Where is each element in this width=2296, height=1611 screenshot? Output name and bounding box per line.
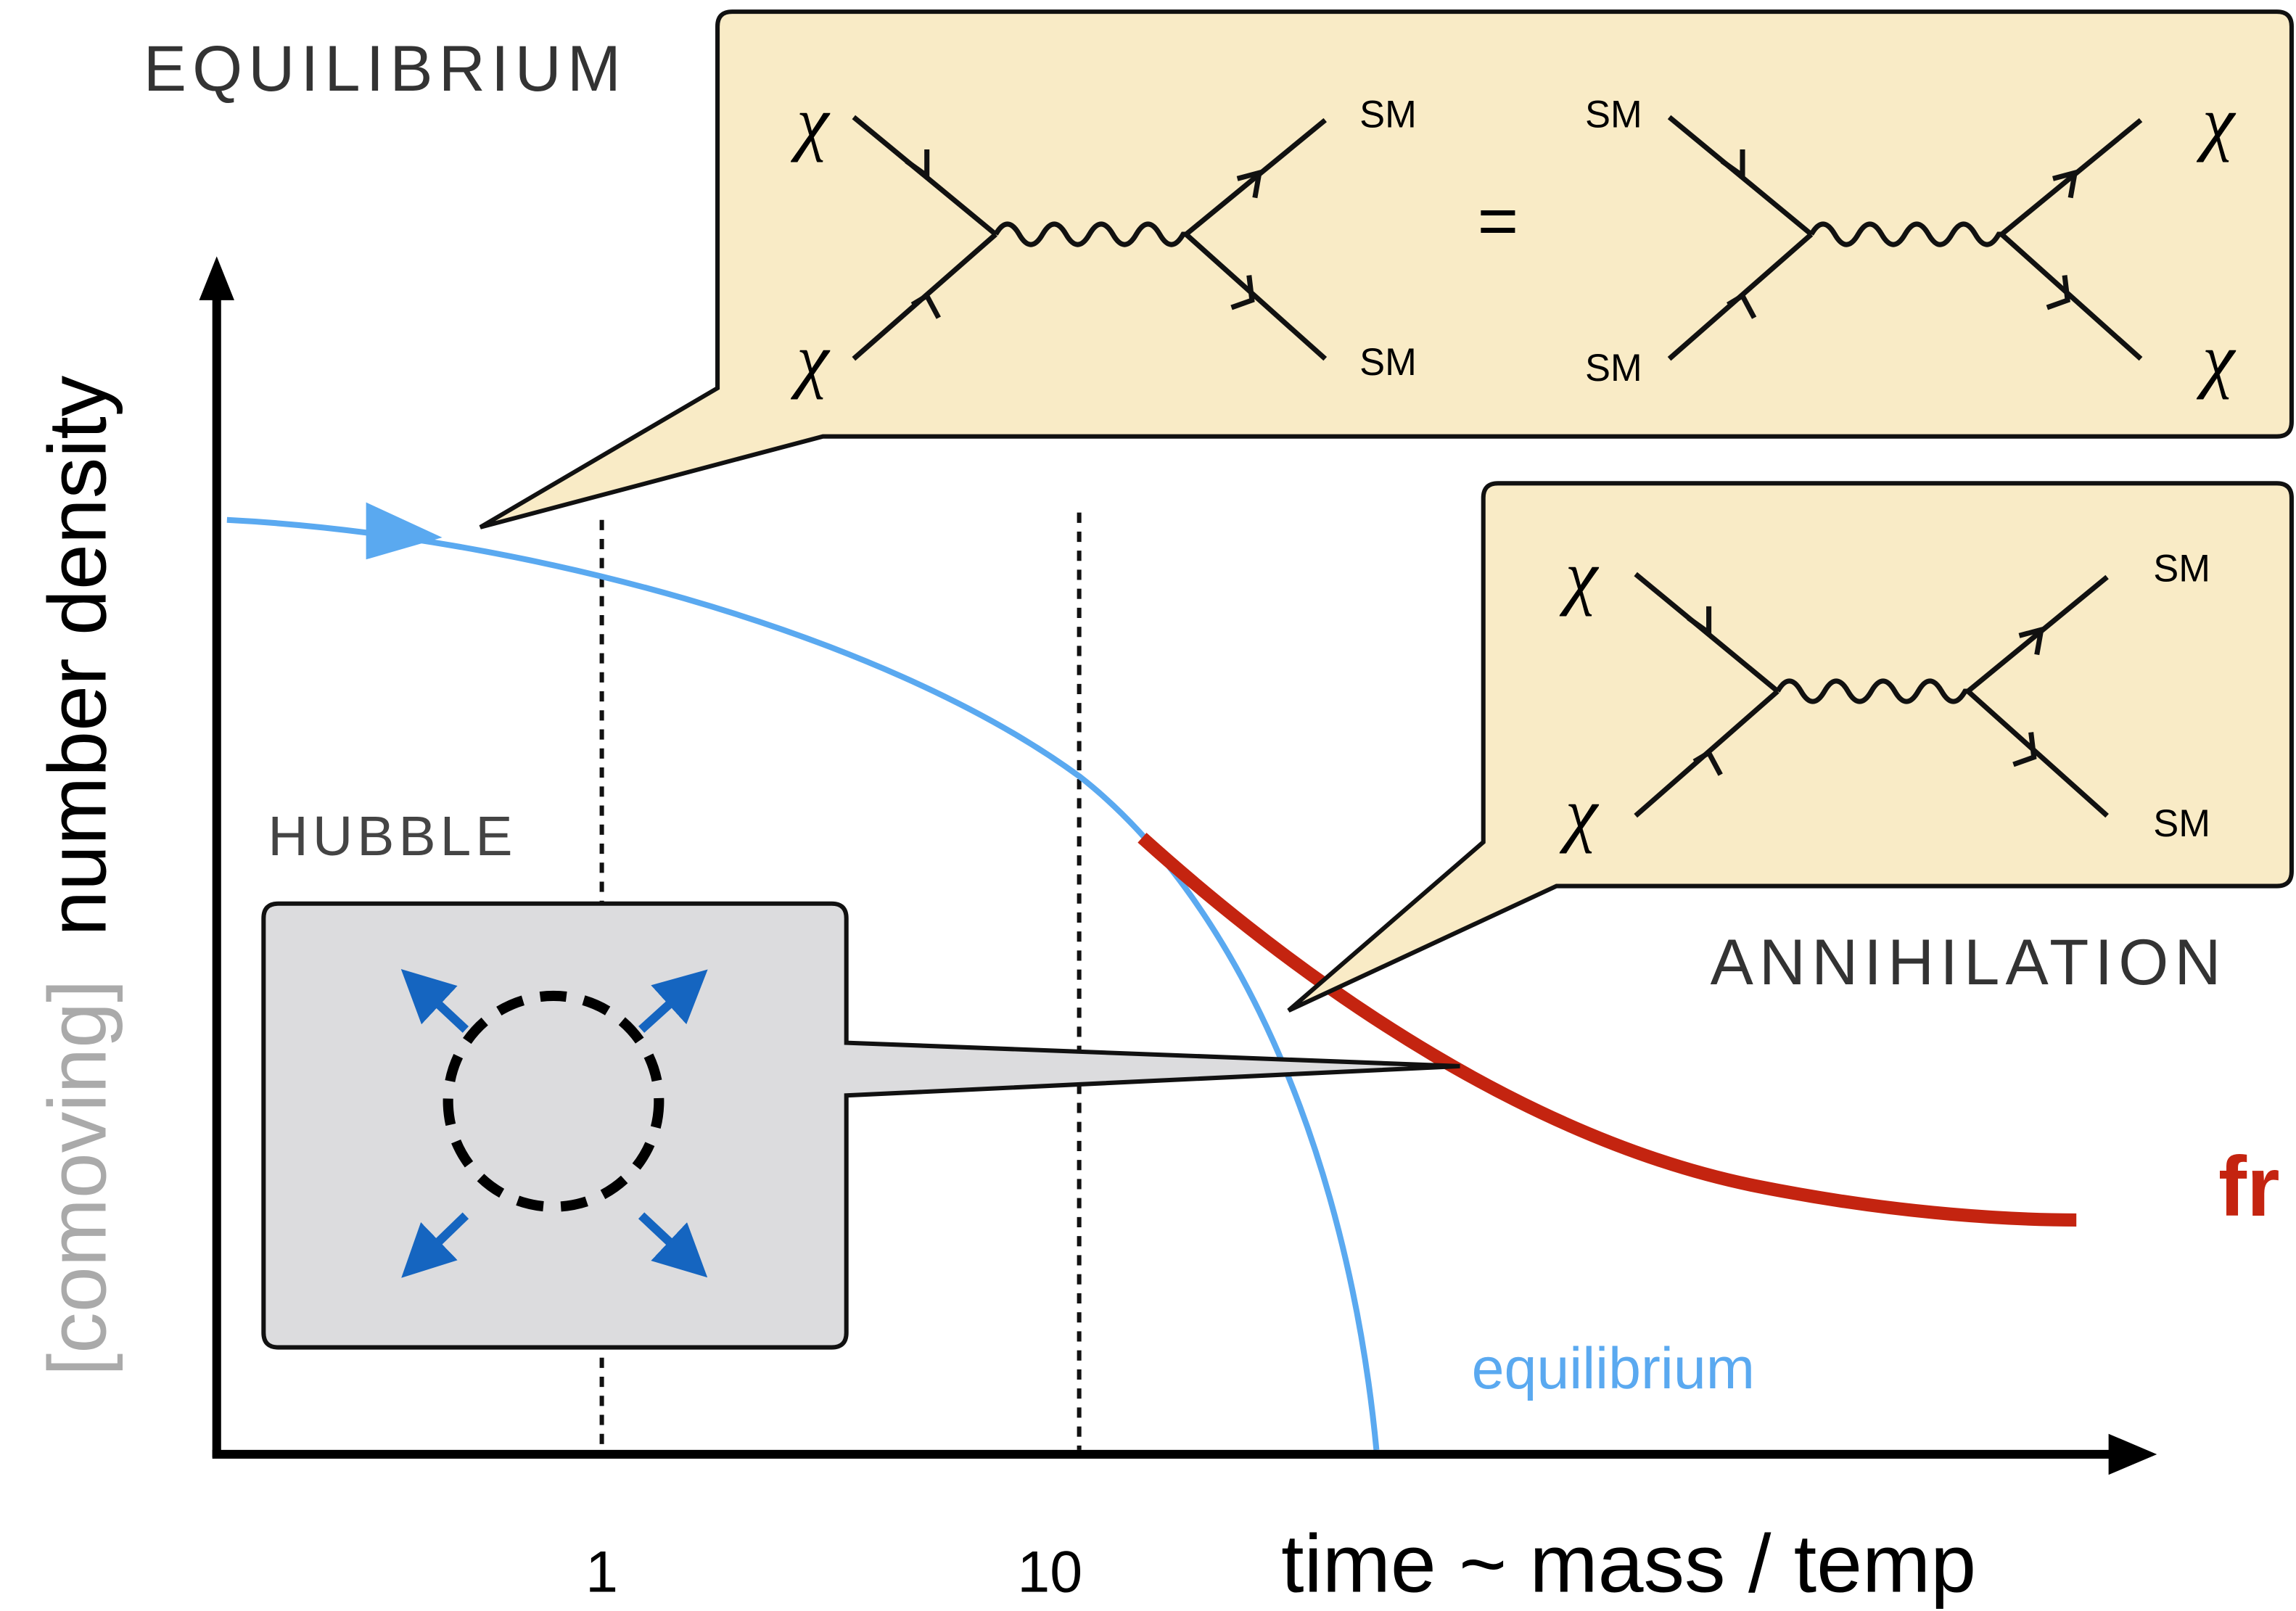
hubble-bubble bbox=[263, 904, 1460, 1348]
equals-sign: = bbox=[1478, 181, 1519, 260]
x-tick-label: 1 bbox=[585, 1540, 618, 1605]
x-axis-arrow bbox=[2109, 1434, 2157, 1475]
sm-label: SM bbox=[2153, 548, 2210, 590]
y-axis-label-main: number density bbox=[31, 375, 123, 936]
equilibrium-bubble bbox=[480, 12, 2292, 527]
x-axis-label: time ~ mass / temp bbox=[1281, 1518, 1976, 1610]
particle-label: χ bbox=[2196, 81, 2237, 162]
particle-label: χ bbox=[1559, 535, 1600, 617]
phase-label: EQUILIBRIUM bbox=[144, 33, 627, 104]
curve-arrow bbox=[366, 503, 443, 560]
x-tick-label: 10 bbox=[1017, 1540, 1082, 1605]
phase-label: HUBBLE bbox=[268, 806, 517, 868]
y-axis-label-prefix: [comoving] bbox=[31, 979, 123, 1376]
y-axis-arrow bbox=[199, 256, 234, 300]
particle-label: χ bbox=[790, 81, 831, 162]
y-axis-label: [comoving] number density bbox=[31, 375, 123, 1376]
particle-label: χ bbox=[1559, 772, 1600, 854]
page: Freeze-out {"labels": {"equilibrium_phas… bbox=[0, 0, 2296, 1611]
phase-label: ANNIHILATION bbox=[1711, 926, 2227, 998]
sm-label: SM bbox=[1585, 94, 1642, 136]
diagram: χ χ SM SM = SM SM χ χ χ χ SM SM EQUILIBR… bbox=[0, 0, 2296, 1611]
freeze-out-label: fr bbox=[2218, 1139, 2280, 1234]
sm-label: SM bbox=[1359, 94, 1417, 136]
body: χ χ SM SM = SM SM χ χ χ χ SM SM EQUILIBR… bbox=[0, 0, 2296, 1611]
particle-label: χ bbox=[790, 318, 831, 400]
particle-label: χ bbox=[2196, 318, 2237, 400]
sm-label: SM bbox=[1359, 341, 1417, 384]
sm-label: SM bbox=[2153, 802, 2210, 845]
sm-label: SM bbox=[1585, 347, 1642, 390]
freeze-out-curve bbox=[1142, 838, 2076, 1220]
curve-label: equilibrium bbox=[1472, 1336, 1755, 1401]
